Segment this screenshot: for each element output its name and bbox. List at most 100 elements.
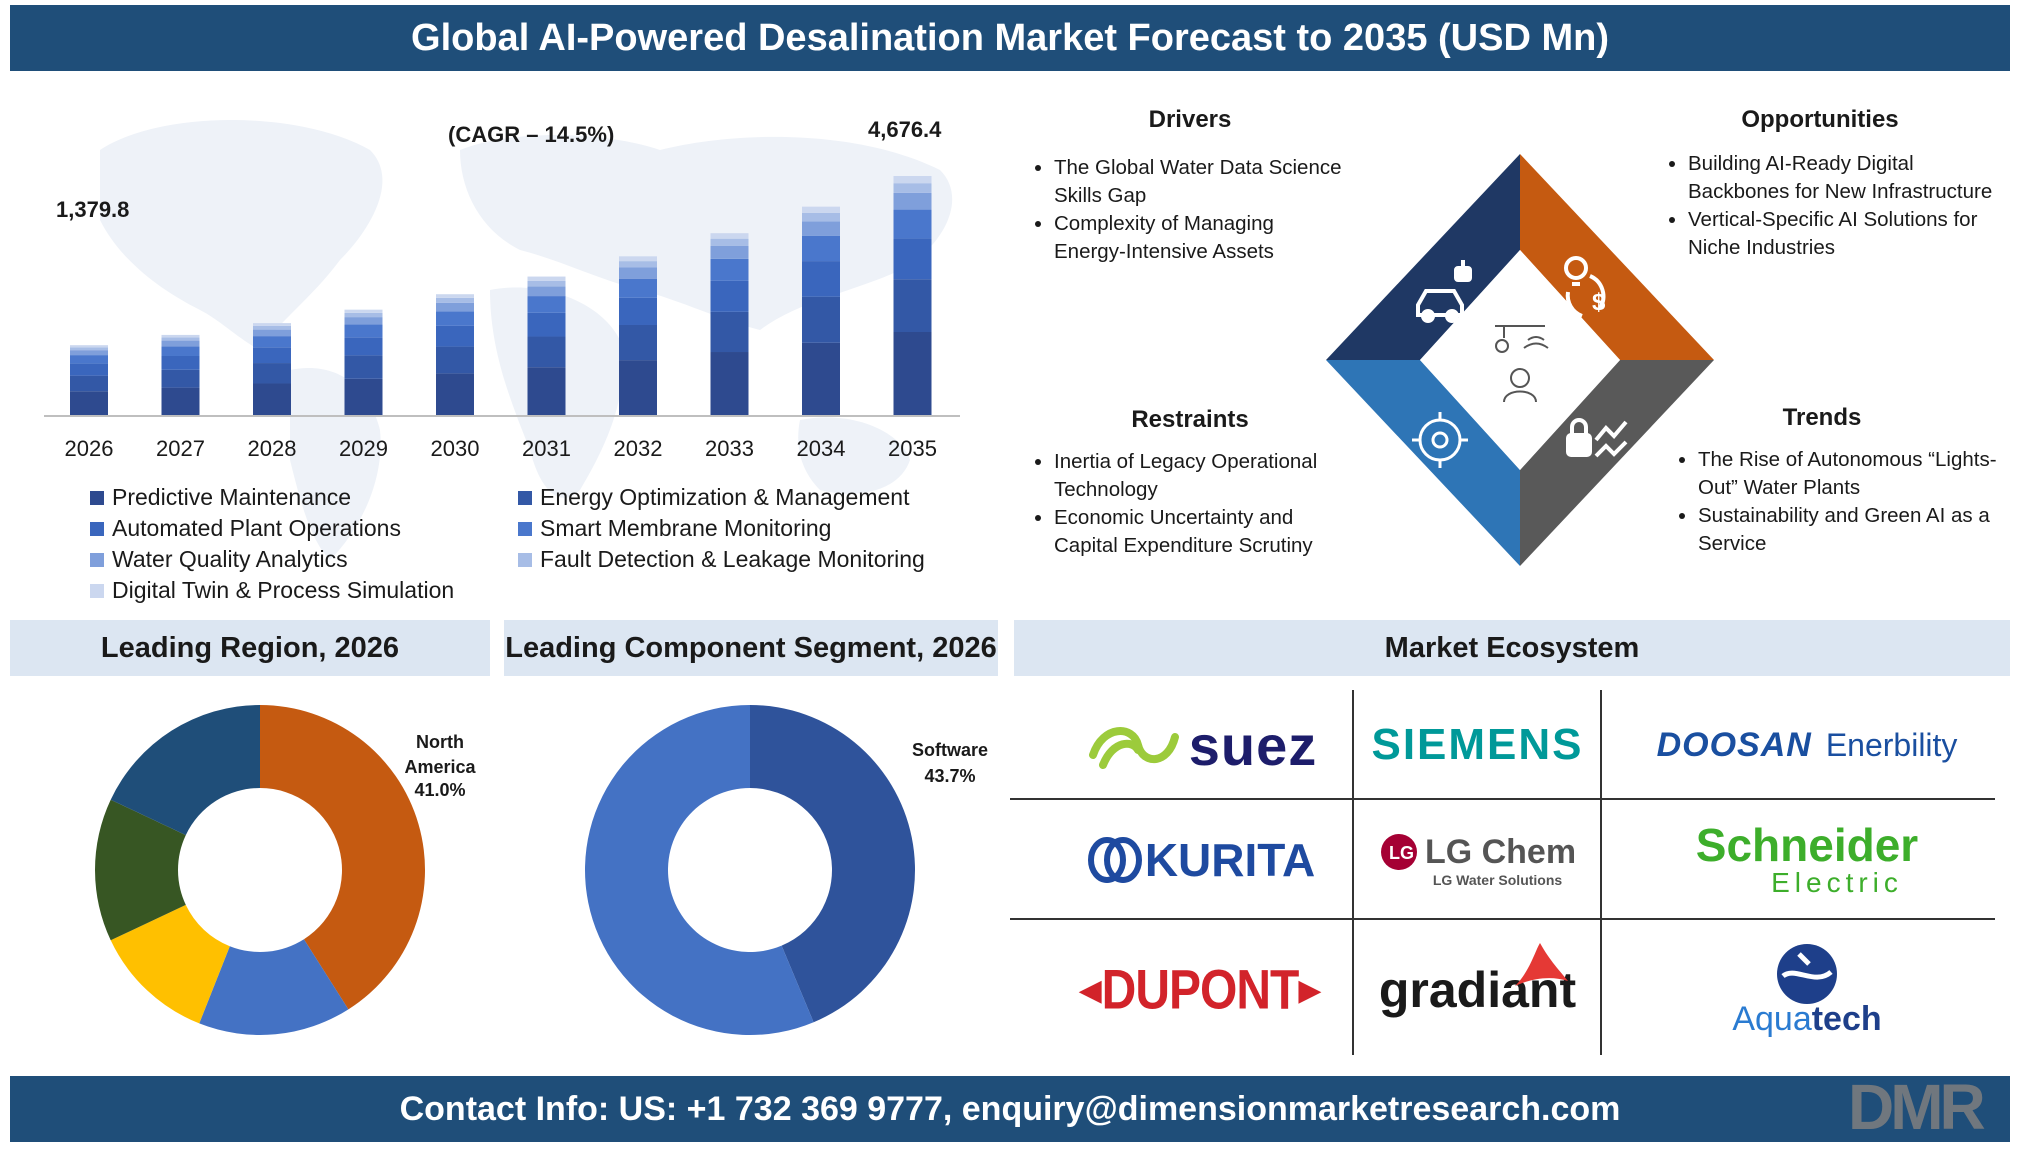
restraints-quadrant: [1326, 360, 1520, 566]
bar-segment-2027-6: [161, 334, 200, 338]
bar-segment-2033-3: [710, 258, 749, 281]
schneider-logo: Schneider Electric: [1695, 819, 1919, 898]
bar-segment-2030-4: [436, 302, 474, 312]
svg-text:LG: LG: [1389, 843, 1414, 863]
bar-segment-2030-1: [436, 346, 474, 374]
region-slice-4: [110, 705, 260, 836]
last-bar-total-label: 4,676.4: [868, 117, 942, 142]
person-lightbulb-icon: [1495, 325, 1549, 403]
trends-item: Sustainability and Green AI as a Service: [1698, 502, 2020, 558]
bar-segment-2030-2: [436, 325, 474, 347]
aquatech-logo: Aquatech: [1612, 935, 2002, 1045]
bar-segment-2026-5: [70, 347, 108, 351]
grid-divider: [1352, 690, 1354, 1055]
bar-segment-2028-4: [253, 329, 291, 337]
bar-segment-2031-2: [527, 312, 566, 337]
region-callout-label: North America: [404, 732, 476, 777]
trends-item: The Rise of Autonomous “Lights-Out” Wate…: [1698, 446, 2020, 502]
bar-segment-2027-5: [161, 337, 200, 341]
gradiant-logo: gradiant: [1360, 935, 1595, 1045]
legend-swatch: [518, 521, 532, 536]
opportunities-item: Vertical-Specific AI Solutions for Niche…: [1688, 206, 2018, 262]
bar-segment-2028-2: [253, 347, 291, 364]
x-tick-label-2026: 2026: [64, 436, 114, 461]
legend-water-quality-analytics: Water Quality Analytics: [90, 546, 348, 573]
grid-divider: [1600, 690, 1602, 1055]
bar-segment-2031-0: [527, 367, 566, 416]
doosan-logo: DOOSAN Enerbility: [1656, 725, 1958, 764]
component-slice-0: [750, 705, 915, 1023]
restraints-item: Economic Uncertainty and Capital Expendi…: [1054, 504, 1354, 560]
component-callout-value: 43.7%: [924, 766, 976, 786]
contact-footer: Contact Info: US: +1 732 369 9777, enqui…: [10, 1076, 2010, 1142]
x-tick-label-2029: 2029: [339, 436, 388, 461]
drivers-list: The Global Water Data Science Skills Gap…: [1026, 154, 1344, 266]
bar-segment-2029-5: [344, 312, 383, 318]
bar-segment-2035-5: [893, 183, 932, 193]
kurita-logo: KURITA: [1060, 815, 1340, 905]
bar-segment-2032-4: [619, 267, 657, 279]
legend-swatch: [518, 552, 532, 567]
bar-segment-2034-1: [802, 296, 840, 343]
bar-segment-2032-5: [619, 261, 657, 268]
x-tick-label-2028: 2028: [247, 436, 297, 461]
bar-segment-2035-3: [893, 209, 932, 239]
bar-segment-2034-0: [802, 342, 840, 416]
grid-divider: [1010, 918, 1995, 920]
legend-swatch: [518, 490, 532, 505]
lg-circle-icon: LG: [1380, 834, 1417, 870]
leading-component-header: Leading Component Segment, 2026: [504, 620, 998, 676]
component-callout-label: Software: [911, 740, 989, 760]
bar-segment-2032-2: [619, 297, 657, 325]
bar-segment-2029-4: [344, 317, 383, 325]
x-tick-label-2030: 2030: [430, 436, 480, 461]
bar-segment-2033-5: [710, 238, 749, 246]
legend-swatch: [90, 552, 104, 567]
dupont-logo: ◀ DUPONT ▶: [1078, 959, 1322, 1021]
bar-segment-2030-3: [436, 311, 474, 326]
bar-segment-2035-6: [893, 176, 932, 184]
cagr-annotation: (CAGR – 14.5%): [448, 122, 615, 147]
x-tick-label-2032: 2032: [613, 436, 663, 461]
drivers-quadrant: [1326, 154, 1520, 360]
suez-swirl-icon: [1088, 727, 1179, 769]
dmr-logo: DMR: [1848, 1071, 1986, 1143]
bar-segment-2029-1: [344, 355, 383, 379]
x-tick-label-2027: 2027: [156, 436, 205, 461]
aquatech-globe-icon: [1777, 943, 1837, 1004]
legend-predictive-maintenance: Predictive Maintenance: [90, 484, 351, 511]
legend-smart-membrane-monitoring: Smart Membrane Monitoring: [518, 515, 831, 542]
bar-segment-2035-4: [893, 192, 932, 210]
legend-swatch: [90, 583, 104, 598]
bar-segment-2033-0: [710, 352, 749, 416]
bar-segment-2030-5: [436, 297, 474, 303]
bar-segment-2033-2: [710, 280, 749, 312]
legend-fault-detection: Fault Detection & Leakage Monitoring: [518, 546, 925, 573]
bar-segment-2029-2: [344, 337, 383, 356]
bar-segment-2028-1: [253, 363, 291, 384]
opportunities-quadrant: [1520, 154, 1714, 360]
bar-segment-2031-3: [527, 296, 566, 313]
first-bar-total-label: 1,379.8: [56, 197, 130, 222]
bar-segment-2033-6: [710, 233, 749, 239]
legend-automated-plant-operations: Automated Plant Operations: [90, 515, 401, 542]
network-icon: [1412, 412, 1468, 468]
bar-segment-2026-2: [70, 363, 108, 376]
drivers-item: Complexity of Managing Energy-Intensive …: [1054, 210, 1344, 266]
bar-segment-2026-1: [70, 375, 108, 392]
bar-segment-2027-2: [161, 355, 200, 370]
lock-chart-icon: [1566, 418, 1628, 458]
bar-segment-2028-3: [253, 336, 291, 348]
bar-segment-2026-3: [70, 355, 108, 364]
bar-segment-2026-6: [70, 345, 108, 348]
opportunities-title: Opportunities: [1741, 106, 1899, 133]
opportunities-list: Building AI-Ready Digital Backbones for …: [1660, 150, 2018, 262]
drivers-title: Drivers: [1148, 106, 1232, 133]
bar-segment-2027-1: [161, 369, 200, 388]
opportunities-item: Building AI-Ready Digital Backbones for …: [1688, 150, 2018, 206]
restraints-title: Restraints: [1131, 406, 1249, 433]
robot-car-icon: [1416, 260, 1472, 323]
x-tick-label-2031: 2031: [522, 436, 571, 461]
grid-divider: [1010, 798, 1995, 800]
bar-segment-2029-6: [344, 309, 383, 313]
